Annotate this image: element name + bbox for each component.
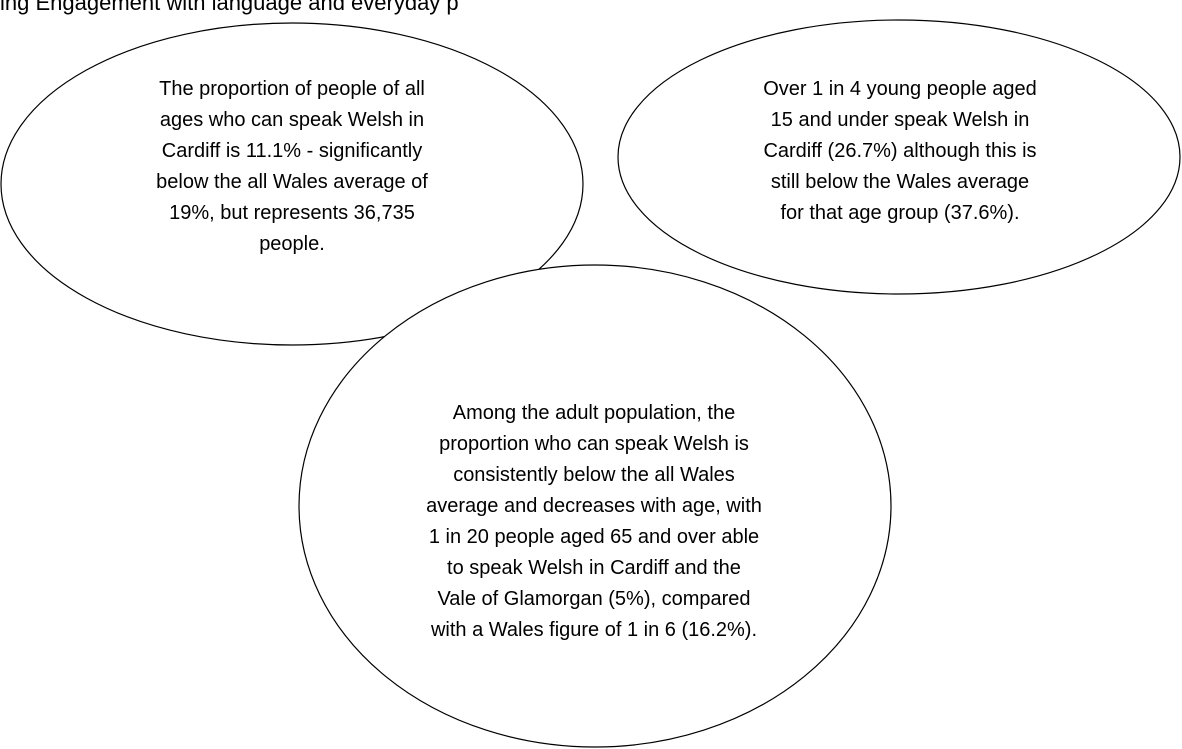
bubble-text: Vale of Glamorgan (5%), compared [437,588,750,610]
bubble-text: still below the Wales average [771,171,1029,193]
bubble-text: Cardiff is 11.1% - significantly [162,140,422,162]
bubble [617,19,1181,295]
bubble-text: to speak Welsh in Cardiff and the [447,557,741,579]
bubble-text: below the all Wales average of [156,171,428,193]
bubble-text: average and decreases with age, with [426,495,762,517]
bubble [0,22,584,346]
bubble-text: 1 in 20 people aged 65 and over able [429,526,759,548]
bubble-text: Cardiff (26.7%) although this is [763,140,1036,162]
bubble-text: 19%, but represents 36,735 [169,202,415,224]
bubble-text: Among the adult population, the [453,402,735,424]
bubble-text: people. [259,233,325,255]
bubble-text: with a Wales figure of 1 in 6 (16.2%). [430,619,757,641]
bubble-text: Over 1 in 4 young people aged [763,78,1037,100]
bubble-text: consistently below the all Wales [453,464,735,486]
bubble [298,264,892,748]
bubble-text: ages who can speak Welsh in [160,109,424,131]
bubble-text: proportion who can speak Welsh is [439,433,749,455]
bubble-text: The proportion of people of all [159,78,425,100]
header-text: ing Engagement with language and everyda… [0,0,459,15]
bubble-text: for that age group (37.6%). [780,202,1019,224]
bubble-text: 15 and under speak Welsh in [771,109,1030,131]
